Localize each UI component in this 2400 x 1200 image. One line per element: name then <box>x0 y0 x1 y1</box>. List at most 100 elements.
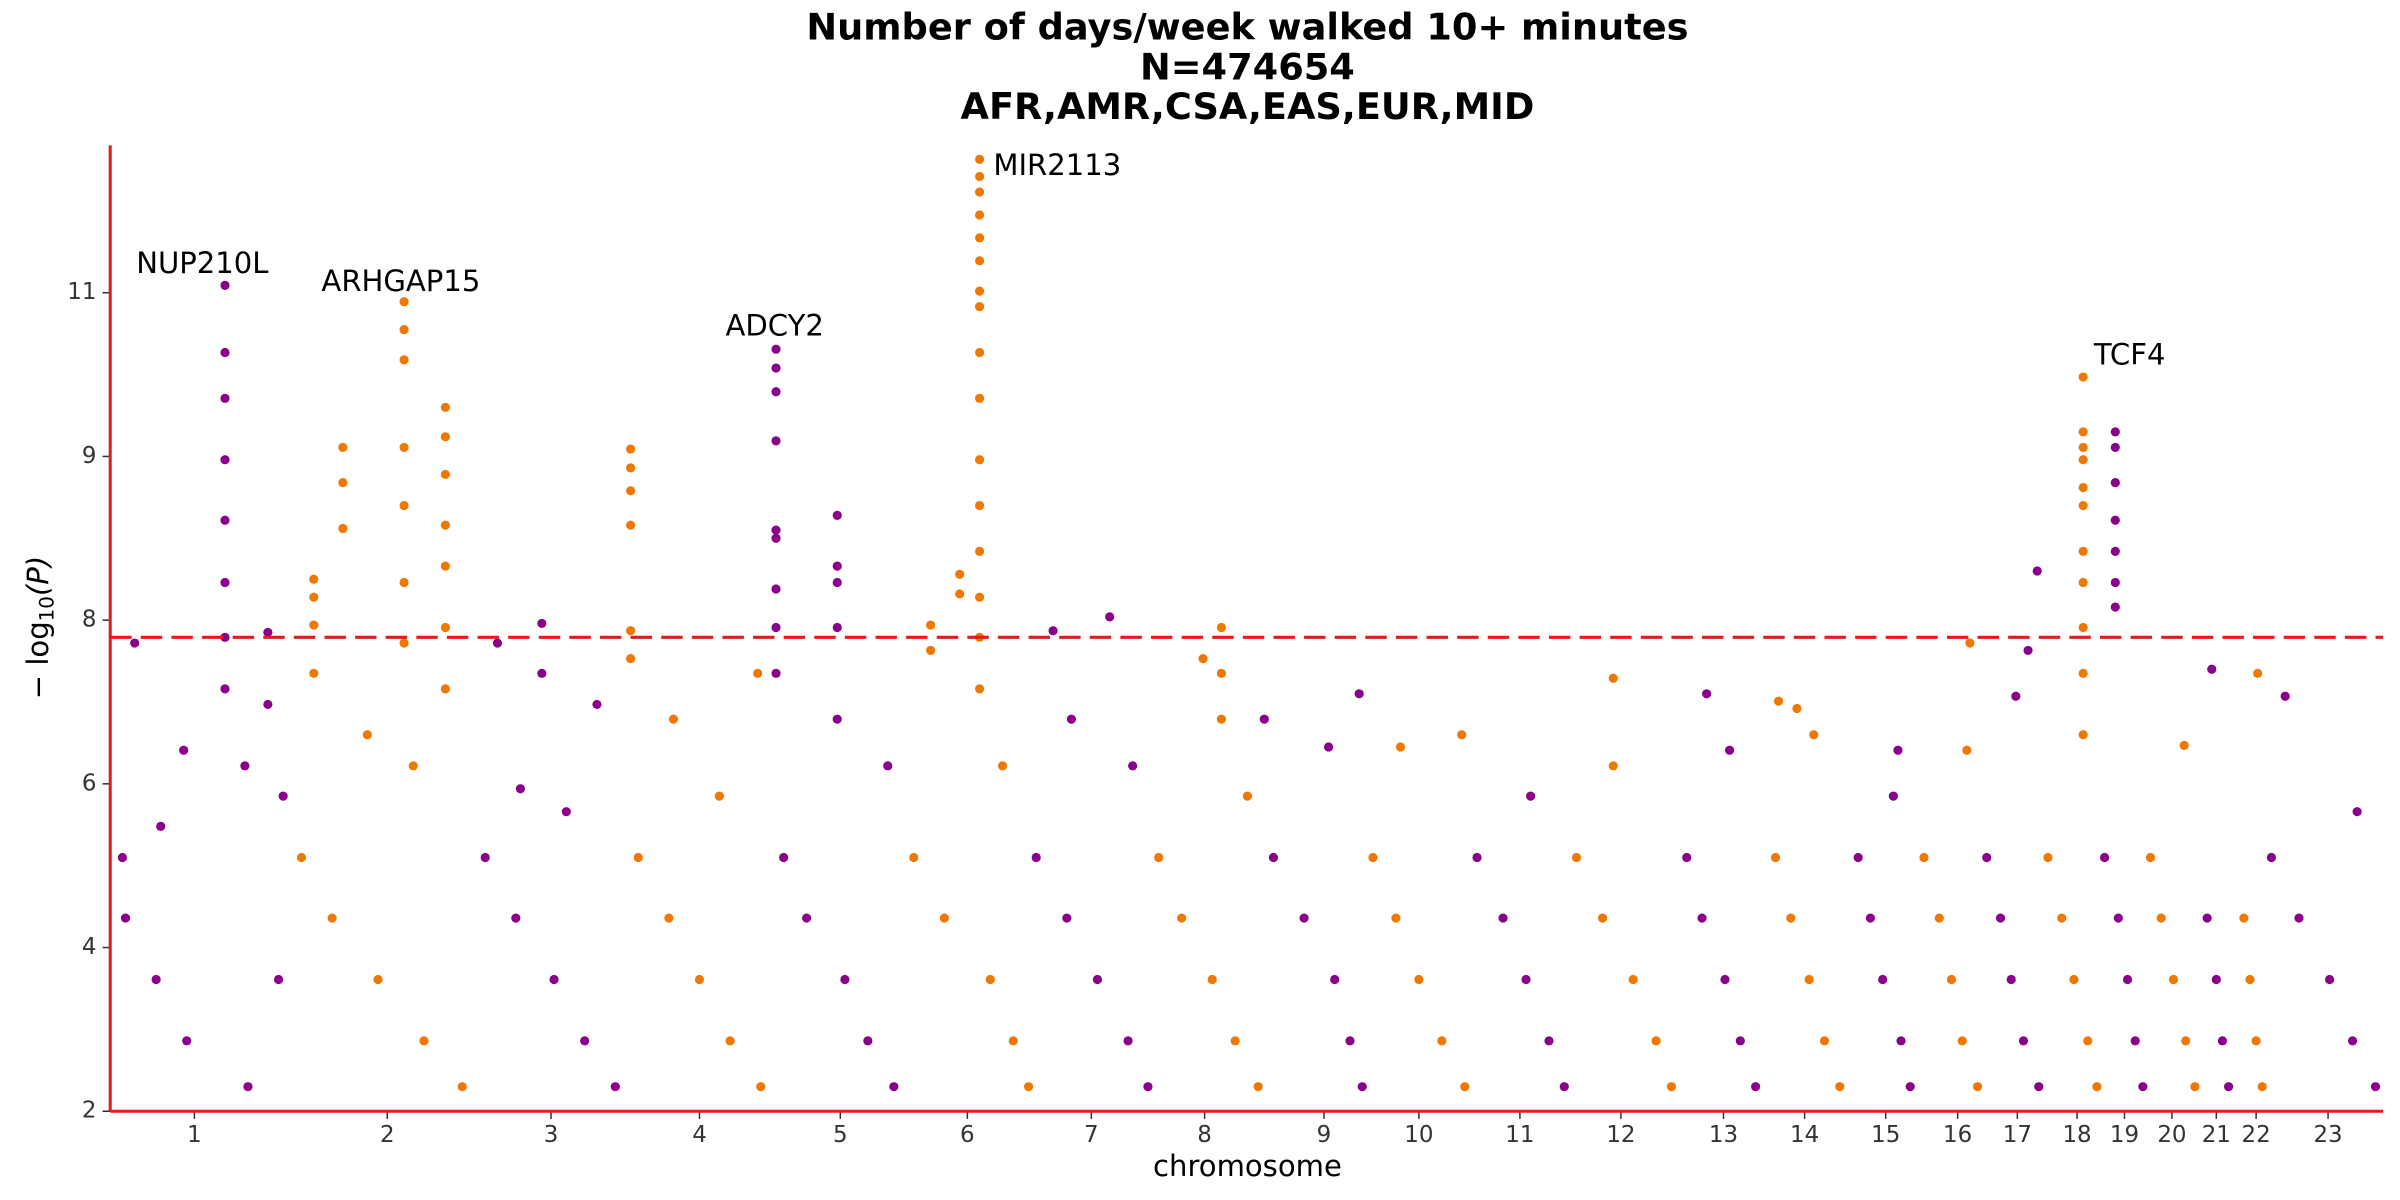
point <box>926 620 936 630</box>
y-axis-label-part: (P) <box>21 556 55 596</box>
y-axis-label-sub: 10 <box>35 596 58 621</box>
point <box>1804 974 1814 985</box>
point <box>626 626 636 636</box>
point <box>2078 577 2088 588</box>
point <box>1725 745 1735 755</box>
point <box>309 668 319 678</box>
point <box>580 1036 590 1046</box>
point <box>2110 515 2120 525</box>
point <box>1559 1082 1569 1092</box>
point <box>1893 745 1903 755</box>
point <box>2280 691 2290 701</box>
point <box>1357 1082 1367 1092</box>
point <box>1154 852 1164 863</box>
point <box>1128 761 1138 771</box>
point <box>2078 500 2088 511</box>
point <box>549 974 559 985</box>
point <box>243 1082 253 1092</box>
point <box>537 618 547 628</box>
point <box>1521 974 1531 985</box>
point <box>2110 442 2120 453</box>
point <box>985 974 995 985</box>
point <box>2110 602 2120 612</box>
point <box>399 638 409 648</box>
point <box>939 913 949 923</box>
point <box>2370 1082 2381 1092</box>
point <box>1597 913 1608 923</box>
x-tick-label: 6 <box>960 1122 975 1148</box>
point <box>1946 974 1957 985</box>
point <box>2023 645 2033 656</box>
point <box>771 363 781 373</box>
point <box>975 233 985 243</box>
point <box>2078 622 2088 633</box>
point <box>399 577 409 588</box>
point <box>2138 1082 2148 1092</box>
point <box>1031 852 1041 863</box>
point <box>220 684 230 694</box>
point <box>419 1036 429 1046</box>
point <box>2078 546 2088 556</box>
point <box>2078 668 2088 678</box>
y-axis-label: − log10(P) <box>21 556 58 699</box>
point <box>1207 974 1217 985</box>
point <box>2251 1036 2261 1046</box>
point <box>2078 442 2088 453</box>
point <box>975 500 985 511</box>
point <box>2069 974 2079 985</box>
point <box>975 393 985 403</box>
point <box>2034 1082 2044 1092</box>
point <box>220 515 230 525</box>
point <box>309 574 319 584</box>
point <box>1628 974 1638 985</box>
point <box>151 974 161 985</box>
point <box>626 654 636 664</box>
point <box>2057 913 2067 923</box>
point <box>633 852 643 863</box>
point <box>263 699 273 710</box>
point <box>1666 1082 1677 1092</box>
point <box>771 387 781 397</box>
point <box>1702 689 1712 699</box>
point <box>2207 664 2217 674</box>
point <box>220 280 230 290</box>
point <box>1682 852 1692 863</box>
point <box>399 324 409 335</box>
point <box>1608 761 1618 771</box>
point <box>2032 566 2042 576</box>
annotation: ARHGAP15 <box>321 264 480 298</box>
point <box>1896 1036 1906 1046</box>
x-tick-label: 11 <box>1505 1122 1534 1148</box>
point <box>511 913 521 923</box>
point <box>1460 1082 1470 1092</box>
x-tick-label: 19 <box>2110 1122 2139 1148</box>
point <box>2110 577 2120 588</box>
point <box>1770 852 1781 863</box>
point <box>909 852 919 863</box>
point <box>1819 1036 1830 1046</box>
point <box>668 714 679 724</box>
annotation: NUP210L <box>136 246 269 280</box>
point <box>1982 852 1992 863</box>
point <box>1062 913 1072 923</box>
point <box>975 256 985 266</box>
x-tick-label: 9 <box>1317 1122 1332 1148</box>
point <box>802 913 812 923</box>
point <box>338 442 348 453</box>
point <box>537 668 547 678</box>
point <box>832 510 842 520</box>
point <box>771 525 781 535</box>
point <box>2130 1036 2140 1046</box>
point <box>1878 974 1888 985</box>
point <box>440 432 450 442</box>
point <box>362 730 372 740</box>
x-tick-label: 10 <box>1404 1122 1433 1148</box>
point <box>117 852 128 863</box>
point <box>220 347 230 358</box>
x-tick-label: 3 <box>544 1122 559 1148</box>
point <box>2100 852 2110 863</box>
point <box>220 393 230 403</box>
point <box>779 852 789 863</box>
y-tick-label: 6 <box>82 770 97 796</box>
point <box>1395 742 1406 752</box>
